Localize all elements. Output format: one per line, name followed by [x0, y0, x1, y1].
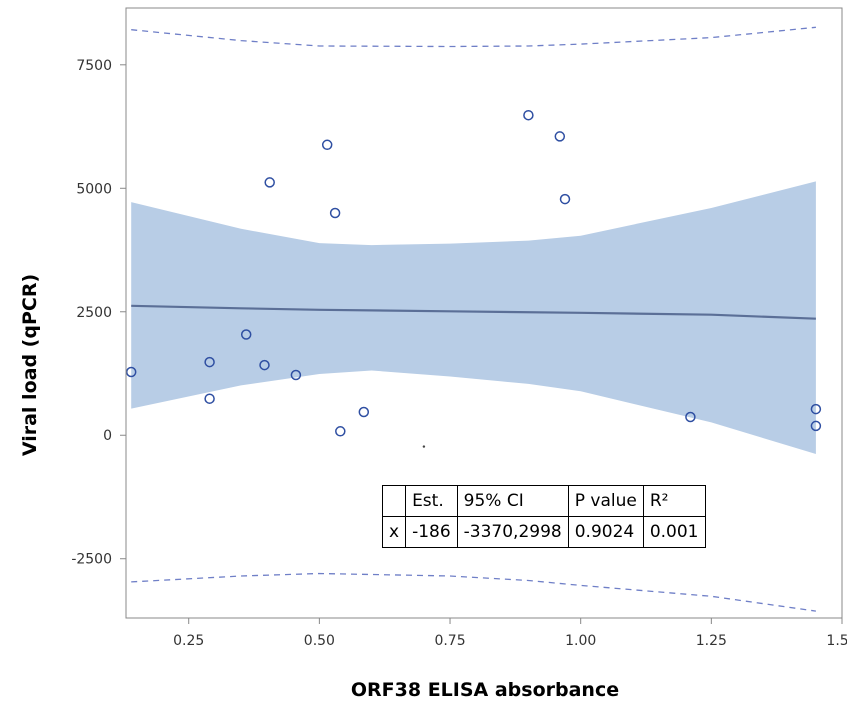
- prediction-upper-line: [131, 26, 816, 48]
- data-point: [685, 411, 696, 423]
- stats-cell-ci: -3370,2998: [456, 516, 569, 548]
- data-point: [259, 359, 270, 371]
- x-tick-label: 1.50: [826, 633, 847, 649]
- data-point: [290, 369, 302, 381]
- data-point: [554, 131, 566, 142]
- stats-data-row: x -186 -3370,2998 0.9024 0.001: [381, 516, 706, 548]
- data-point: [559, 193, 571, 205]
- y-tick-label: -2500: [71, 552, 112, 568]
- y-axis-ticks: -2500 0 2500 5000 7500: [71, 58, 126, 568]
- stats-header-r2: R²: [642, 485, 706, 517]
- data-point: [329, 207, 341, 219]
- plot-frame: [125, 7, 843, 619]
- confidence-band-layer: [131, 181, 816, 454]
- confidence-band: [131, 181, 816, 454]
- prediction-lower-line: [131, 572, 816, 612]
- data-point: [810, 420, 822, 432]
- data-point: [335, 426, 346, 437]
- x-tick-label: 1.25: [696, 633, 727, 649]
- data-point: [204, 356, 215, 368]
- stats-cell-est: -186: [405, 516, 458, 548]
- stats-header-row: Est. 95% CI P value R²: [381, 485, 706, 517]
- data-point: [204, 393, 215, 404]
- x-tick-label: 0.25: [173, 633, 204, 649]
- y-tick-label: 2500: [76, 305, 112, 321]
- y-tick-label: 7500: [76, 58, 112, 74]
- x-axis-ticks: 0.25 0.50 0.75 1.00 1.25 1.50: [173, 618, 847, 649]
- fit-line-layer: [131, 304, 816, 320]
- y-tick-label: 5000: [76, 181, 112, 197]
- y-axis-label: Viral load (qPCR): [19, 274, 41, 456]
- data-point: [240, 329, 252, 340]
- stats-header-est: Est.: [405, 485, 458, 517]
- data-point: [321, 139, 333, 151]
- regression-stats-table: Est. 95% CI P value R² x -186 -3370,2998…: [381, 485, 706, 548]
- data-point: [358, 406, 370, 418]
- x-tick-label: 1.00: [565, 633, 596, 649]
- prediction-interval-layer: [131, 26, 816, 612]
- stats-cell-r2: 0.001: [642, 516, 706, 548]
- data-point: [810, 403, 822, 415]
- data-point: [523, 109, 534, 121]
- y-tick-label: 0: [103, 428, 112, 444]
- x-tick-label: 0.50: [304, 633, 335, 649]
- stats-header-pvalue: P value: [567, 485, 644, 517]
- data-points-layer: [125, 109, 822, 448]
- stats-header-ci: 95% CI: [456, 485, 569, 517]
- x-tick-label: 0.75: [434, 633, 465, 649]
- data-point: [264, 177, 275, 188]
- regression-fit-line: [131, 304, 816, 320]
- x-axis-label: ORF38 ELISA absorbance: [351, 679, 619, 701]
- stats-cell-variable: x: [381, 516, 407, 548]
- stray-mark: [422, 445, 426, 448]
- data-point: [125, 366, 137, 378]
- stats-cell-pvalue: 0.9024: [567, 516, 644, 548]
- stats-header-blank: [381, 485, 407, 517]
